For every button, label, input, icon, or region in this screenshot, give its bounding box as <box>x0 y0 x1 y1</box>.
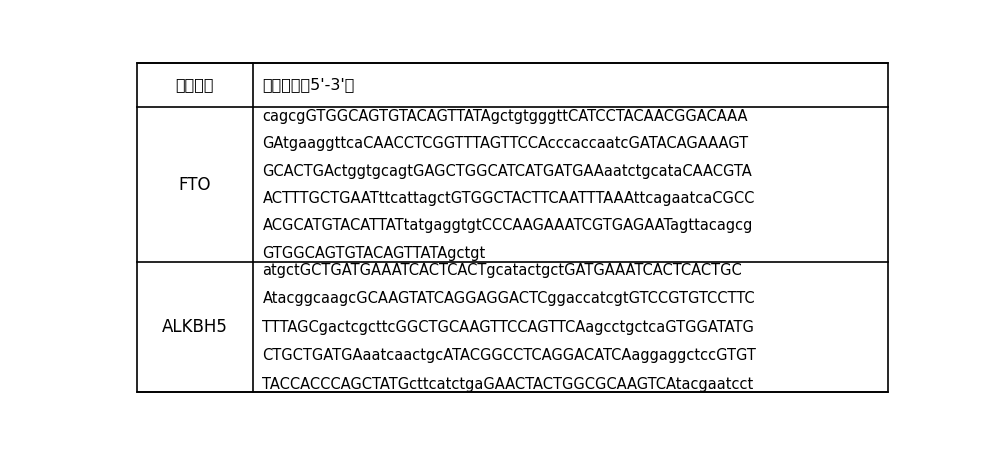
Text: 基因名称: 基因名称 <box>176 77 214 92</box>
Text: FTO: FTO <box>179 176 211 194</box>
Text: GTGGCAGTGTACAGTTATAgctgt: GTGGCAGTGTACAGTTATAgctgt <box>262 246 486 261</box>
Text: atgctGCTGATGAAATCACTCACTgcatactgctGATGAAATCACTCACTGC: atgctGCTGATGAAATCACTCACTgcatactgctGATGAA… <box>262 263 742 278</box>
Text: TTTAGCgactcgcttcGGCTGCAAGTTCCAGTTCAagcctgctcaGTGGATATG: TTTAGCgactcgcttcGGCTGCAAGTTCCAGTTCAagcct… <box>262 320 754 335</box>
Text: GCACTGActggtgcagtGAGCTGGCATCATGATGAAaatctgcataCAACGTA: GCACTGActggtgcagtGAGCTGGCATCATGATGAAaatc… <box>262 164 752 179</box>
Text: AtacggcaagcGCAAGTATCAGGAGGACTCggaccatcgtGTCCGTGTCCTTC: AtacggcaagcGCAAGTATCAGGAGGACTCggaccatcgt… <box>262 291 755 306</box>
Text: CTGCTGATGAaatcaactgcATACGGCCTCAGGACATCAaggaggctccGTGT: CTGCTGATGAaatcaactgcATACGGCCTCAGGACATCAa… <box>262 348 756 363</box>
Text: GAtgaaggttcaCAACCTCGGTTTAGTTCCAcccaccaatcGATACAGAAAGT: GAtgaaggttcaCAACCTCGGTTTAGTTCCAcccaccaat… <box>262 136 749 151</box>
Text: cagcgGTGGCAGTGTACAGTTATAgctgtgggttCATCCTACAACGGACAAA: cagcgGTGGCAGTGTACAGTTATAgctgtgggttCATCCT… <box>262 109 748 124</box>
Text: ALKBH5: ALKBH5 <box>162 318 228 336</box>
Text: 插入序列（5'-3'）: 插入序列（5'-3'） <box>262 77 355 92</box>
Text: ACGCATGTACATTATtatgaggtgtCCCAAGAAATCGTGAGAATagttacagcg: ACGCATGTACATTATtatgaggtgtCCCAAGAAATCGTGA… <box>262 218 753 233</box>
Text: ACTTTGCTGAATttcattagctGTGGCTACTTCAATTTAAAttcagaatcaCGCC: ACTTTGCTGAATttcattagctGTGGCTACTTCAATTTAA… <box>262 191 755 206</box>
Text: TACCACCCAGCTATGcttcatctgaGAACTACTGGCGCAAGTCAtacgaatcct: TACCACCCAGCTATGcttcatctgaGAACTACTGGCGCAA… <box>262 377 754 392</box>
